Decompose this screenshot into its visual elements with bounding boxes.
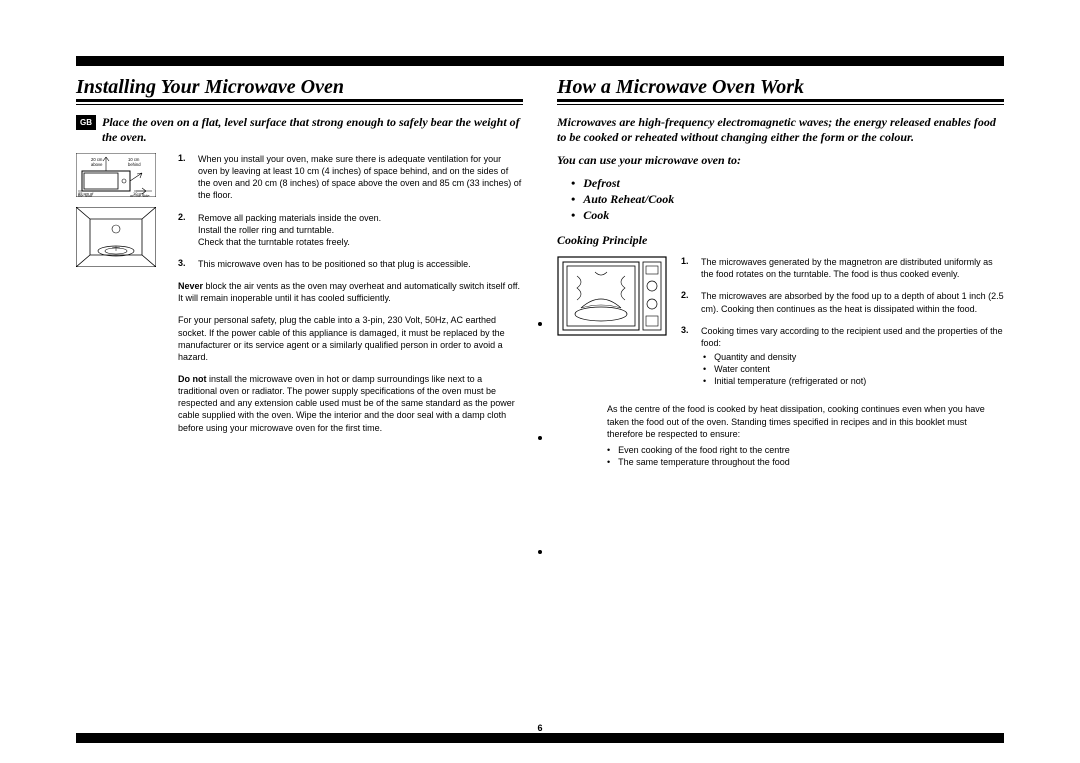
dot-icon <box>538 436 542 440</box>
prop-water: Water content <box>703 363 1004 375</box>
food-properties: Quantity and density Water content Initi… <box>681 351 1004 387</box>
clearance-diagram-icon: 20 cm above 10 cm behind 85 cm of the fl… <box>76 153 156 197</box>
left-steps: 1. When you install your oven, make sure… <box>178 153 523 270</box>
frame-bottom <box>76 733 1004 743</box>
uses-list: Defrost Auto Reheat/Cook Cook <box>557 175 1004 224</box>
principle-steps-col: 1. The microwaves generated by the magne… <box>681 256 1004 387</box>
left-column: Installing Your Microwave Oven GB Place … <box>76 66 523 719</box>
closing-block: As the centre of the food is cooked by h… <box>607 403 1004 468</box>
gb-badge: GB <box>76 115 96 130</box>
principle-steps: 1. The microwaves generated by the magne… <box>681 256 1004 349</box>
right-column: How a Microwave Oven Work Microwaves are… <box>557 66 1004 719</box>
binding-dots <box>538 322 542 554</box>
right-intro: Microwaves are high-frequency electromag… <box>557 115 1004 145</box>
install-row: 20 cm above 10 cm behind 85 cm of the fl… <box>76 153 523 444</box>
left-para-2: For your personal safety, plug the cable… <box>178 314 523 363</box>
microwave-oven-icon <box>557 256 667 336</box>
page-number: 6 <box>76 723 1004 733</box>
illustration-column: 20 cm above 10 cm behind 85 cm of the fl… <box>76 153 166 444</box>
left-step-3: 3. This microwave oven has to be positio… <box>178 258 523 270</box>
svg-text:on the side: on the side <box>130 193 150 197</box>
left-step-2: 2. Remove all packing materials inside t… <box>178 212 523 248</box>
right-title: How a Microwave Oven Work <box>557 76 1004 99</box>
left-title: Installing Your Microwave Oven <box>76 76 523 99</box>
interior-diagram-icon <box>76 207 156 267</box>
page-frame: Installing Your Microwave Oven GB Place … <box>0 0 1080 763</box>
principle-step-2: 2. The microwaves are absorbed by the fo… <box>681 290 1004 314</box>
use-cook: Cook <box>571 207 1004 223</box>
principle-step-1: 1. The microwaves generated by the magne… <box>681 256 1004 280</box>
left-step-1: 1. When you install your oven, make sure… <box>178 153 523 202</box>
closing-bullets: Even cooking of the food right to the ce… <box>607 444 1004 468</box>
left-intro-row: GB Place the oven on a flat, level surfa… <box>76 115 523 153</box>
use-reheat-cook: Auto Reheat/Cook <box>571 191 1004 207</box>
right-rule-thick <box>557 99 1004 102</box>
principle-label: Cooking Principle <box>557 233 1004 248</box>
use-defrost: Defrost <box>571 175 1004 191</box>
svg-text:above: above <box>91 162 103 167</box>
uses-label: You can use your microwave oven to: <box>557 153 1004 169</box>
right-rule-thin <box>557 104 1004 105</box>
svg-text:the floor: the floor <box>78 193 93 197</box>
principle-step-3: 3. Cooking times vary according to the r… <box>681 325 1004 349</box>
prop-temp: Initial temperature (refrigerated or not… <box>703 375 1004 387</box>
left-para-1: Never block the air vents as the oven ma… <box>178 280 523 304</box>
left-rule-thin <box>76 104 523 105</box>
frame-top <box>76 56 1004 66</box>
svg-text:behind: behind <box>128 162 141 167</box>
left-rule-thick <box>76 99 523 102</box>
left-para-3: Do not install the microwave oven in hot… <box>178 373 523 434</box>
columns: Installing Your Microwave Oven GB Place … <box>76 66 1004 719</box>
dot-icon <box>538 322 542 326</box>
closing-para: As the centre of the food is cooked by h… <box>607 403 1004 439</box>
prop-quantity: Quantity and density <box>703 351 1004 363</box>
principle-block: 1. The microwaves generated by the magne… <box>557 256 1004 387</box>
left-intro: Place the oven on a flat, level surface … <box>102 115 523 145</box>
principle-illustration <box>557 256 667 387</box>
closing-same-temp: The same temperature throughout the food <box>607 456 1004 468</box>
install-text: 1. When you install your oven, make sure… <box>178 153 523 444</box>
dot-icon <box>538 550 542 554</box>
closing-even-cooking: Even cooking of the food right to the ce… <box>607 444 1004 456</box>
